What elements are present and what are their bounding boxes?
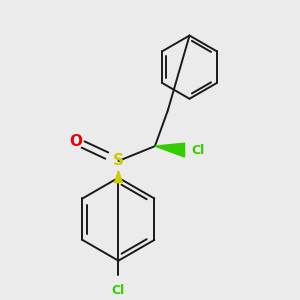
Text: Cl: Cl <box>191 144 205 157</box>
Polygon shape <box>115 171 122 183</box>
Text: O: O <box>69 134 82 149</box>
Text: Cl: Cl <box>112 284 125 297</box>
Text: S: S <box>113 154 124 169</box>
Polygon shape <box>155 143 184 157</box>
